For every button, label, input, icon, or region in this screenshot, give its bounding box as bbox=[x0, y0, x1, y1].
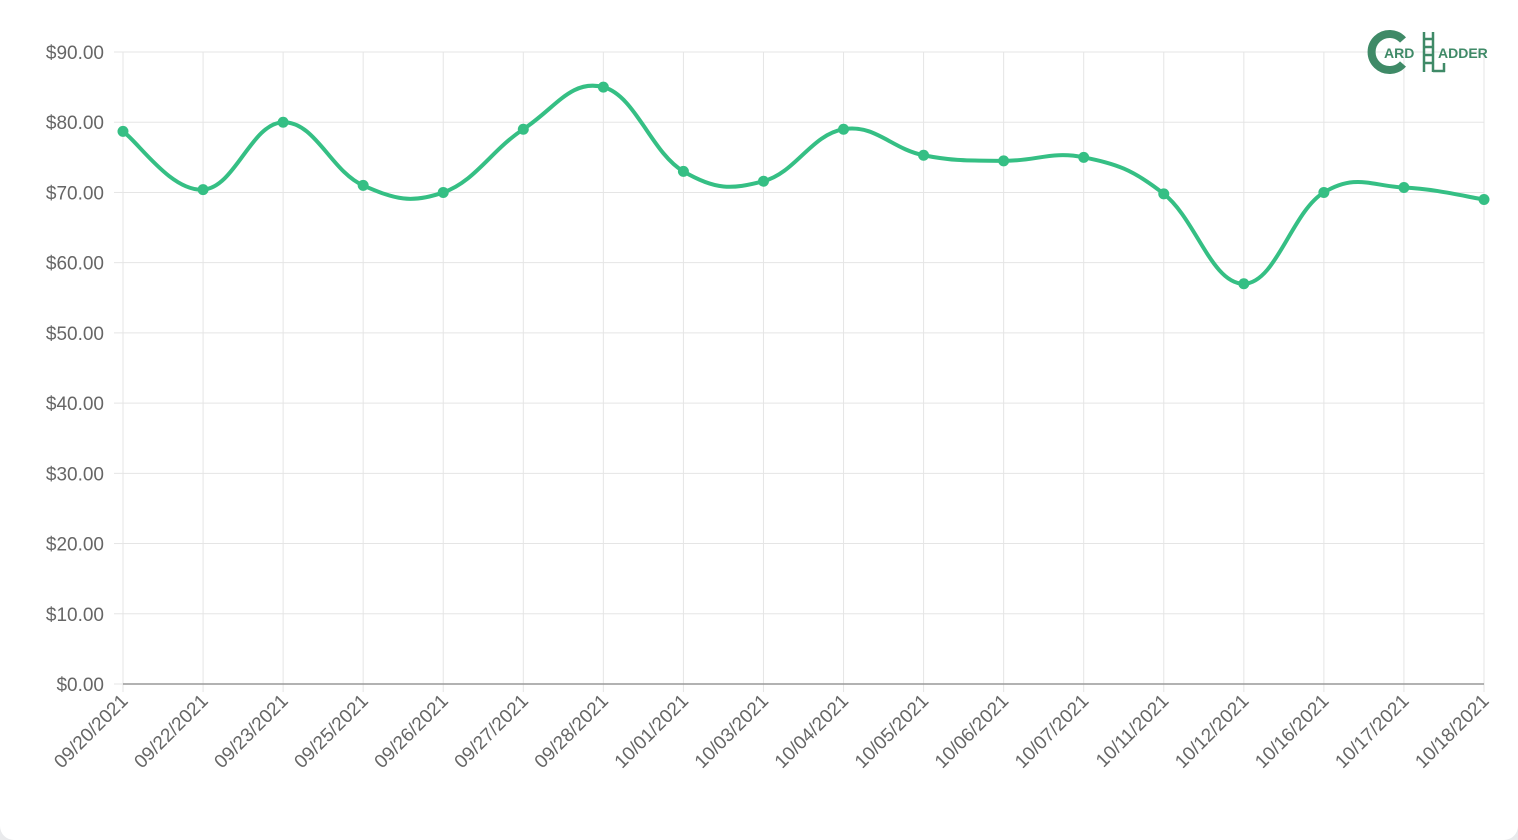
y-tick-label: $40.00 bbox=[46, 394, 104, 415]
x-tick-label: 09/26/2021 bbox=[371, 691, 453, 773]
data-point[interactable] bbox=[838, 123, 850, 135]
x-tick-label: 10/03/2021 bbox=[691, 691, 773, 773]
data-point[interactable] bbox=[1398, 182, 1410, 194]
x-tick-label: 09/22/2021 bbox=[131, 691, 213, 773]
logo-initial-c: C bbox=[1367, 29, 1368, 31]
x-tick-label: 10/04/2021 bbox=[771, 691, 853, 773]
x-tick-label: 09/23/2021 bbox=[211, 691, 293, 773]
x-tick-label: 09/25/2021 bbox=[291, 691, 373, 773]
data-point[interactable] bbox=[757, 175, 769, 187]
data-point[interactable] bbox=[597, 81, 609, 93]
y-tick-label: $30.00 bbox=[46, 464, 104, 485]
x-tick-label: 10/01/2021 bbox=[611, 691, 693, 773]
y-tick-label: $0.00 bbox=[56, 675, 104, 696]
y-tick-label: $10.00 bbox=[46, 605, 104, 626]
x-tick-label: 10/06/2021 bbox=[931, 691, 1013, 773]
data-point[interactable] bbox=[1078, 151, 1090, 163]
grid bbox=[114, 51, 1485, 692]
data-point[interactable] bbox=[1318, 186, 1330, 198]
x-tick-label: 10/18/2021 bbox=[1411, 691, 1493, 773]
data-point[interactable] bbox=[437, 186, 449, 198]
y-tick-label: $50.00 bbox=[46, 324, 104, 345]
data-point[interactable] bbox=[117, 125, 129, 137]
series-line bbox=[121, 83, 1486, 286]
y-tick-label: $70.00 bbox=[46, 183, 104, 204]
axes bbox=[122, 52, 1484, 685]
data-point[interactable] bbox=[918, 149, 930, 161]
x-tick-label: 10/12/2021 bbox=[1171, 691, 1253, 773]
data-point[interactable] bbox=[998, 155, 1010, 167]
y-tick-labels: $0.00 $10.00 $20.00 $30.00 $40.00 $50.00 $60.0… bbox=[46, 43, 104, 696]
x-tick-label: 10/05/2021 bbox=[851, 691, 933, 773]
y-tick-label: $20.00 bbox=[46, 535, 104, 556]
data-point[interactable] bbox=[1238, 278, 1250, 290]
logo-text-adder: ADDER bbox=[1438, 45, 1488, 61]
data-point[interactable] bbox=[1478, 193, 1490, 205]
y-tick-label: $90.00 bbox=[46, 43, 104, 64]
y-tick-label: $80.00 bbox=[46, 113, 104, 134]
x-tick-label: 09/20/2021 bbox=[50, 691, 132, 773]
logo-text-ard: ARD bbox=[1384, 45, 1414, 61]
x-tick-label: 10/11/2021 bbox=[1092, 691, 1173, 772]
y-tick-label: $60.00 bbox=[46, 254, 104, 275]
x-tick-label: 10/07/2021 bbox=[1011, 691, 1093, 773]
x-tick-label: 09/27/2021 bbox=[451, 691, 533, 773]
data-point[interactable] bbox=[517, 123, 529, 135]
x-tick-label: 10/16/2021 bbox=[1251, 691, 1333, 773]
logo-initial-l: L bbox=[1367, 29, 1368, 31]
x-tick-label: 09/28/2021 bbox=[531, 691, 613, 773]
data-point[interactable] bbox=[677, 165, 689, 177]
card-ladder-logo: C ARD L ADDER bbox=[1367, 29, 1488, 74]
data-point[interactable] bbox=[197, 184, 209, 196]
x-tick-labels: 09/20/202109/22/202109/23/202109/25/2021… bbox=[50, 691, 1493, 773]
data-point[interactable] bbox=[357, 179, 369, 191]
logo-ladder-mark bbox=[1422, 32, 1446, 73]
data-points bbox=[117, 81, 1490, 290]
data-point[interactable] bbox=[1158, 188, 1170, 200]
logo-c-mark bbox=[1367, 30, 1406, 74]
data-point[interactable] bbox=[277, 116, 289, 128]
x-tick-label: 10/17/2021 bbox=[1331, 691, 1413, 773]
